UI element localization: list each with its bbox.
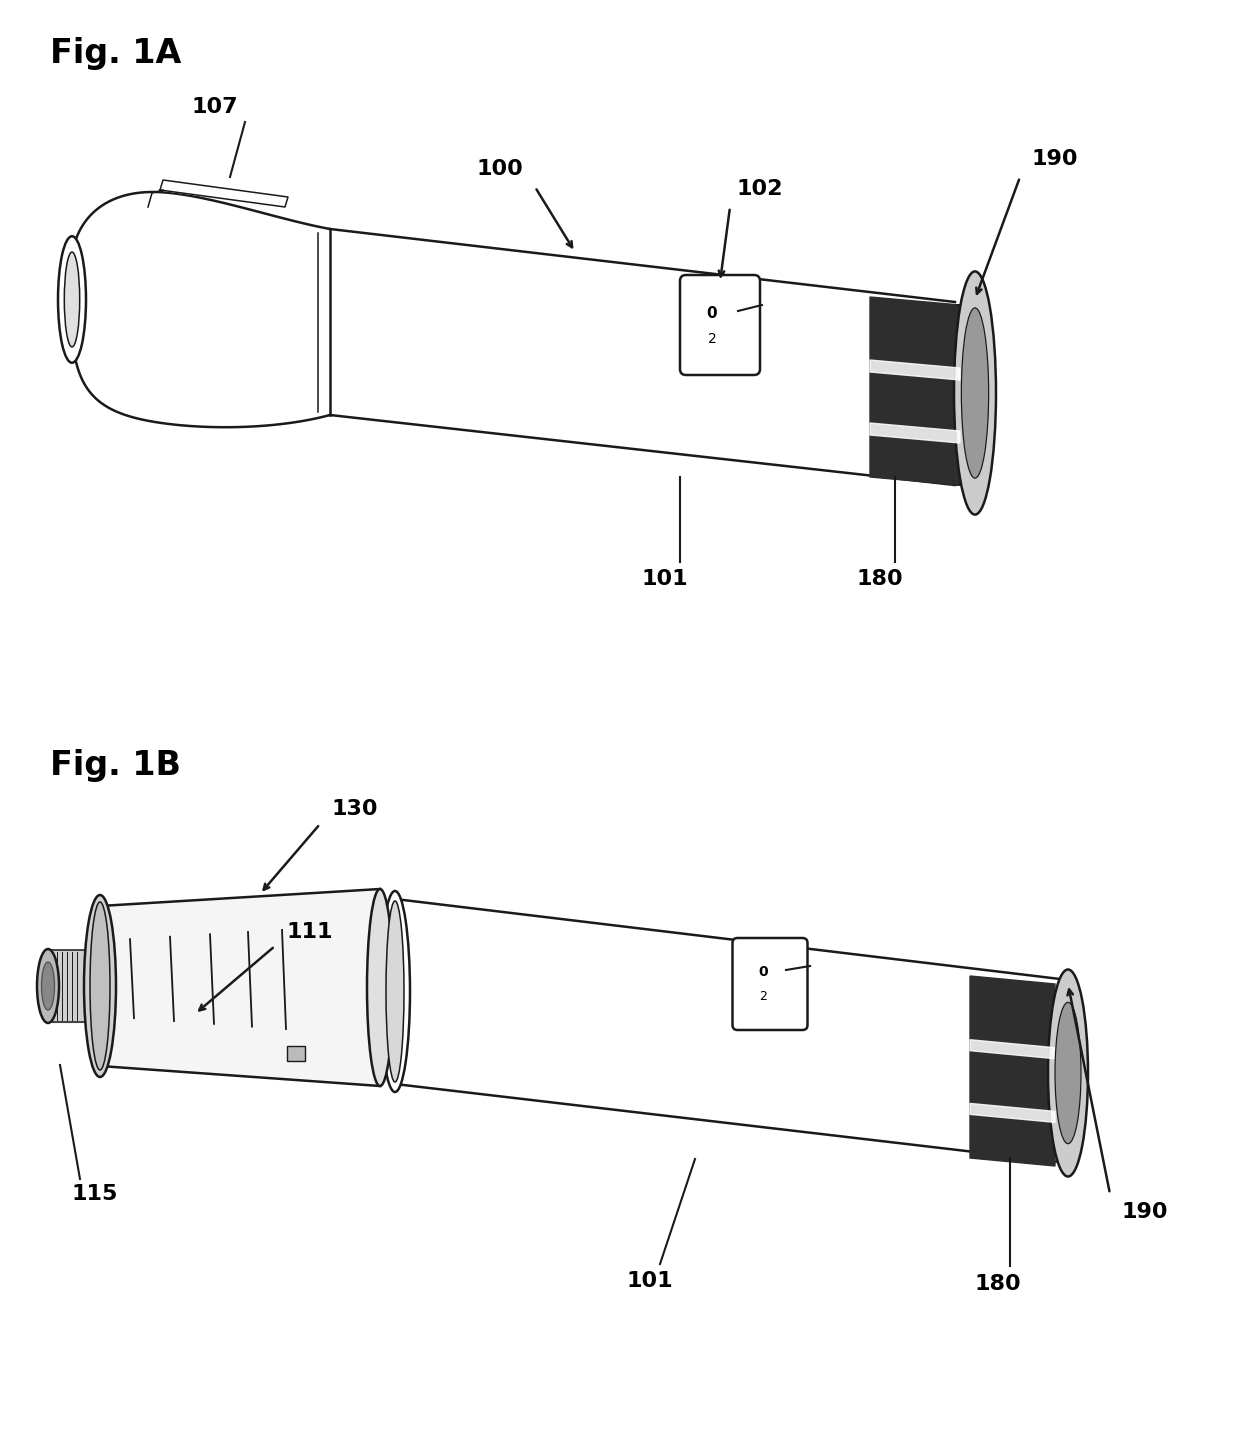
Text: 190: 190: [1032, 149, 1079, 169]
Text: 180: 180: [975, 1273, 1022, 1293]
Polygon shape: [48, 949, 86, 1022]
Polygon shape: [970, 1040, 1055, 1058]
Text: 111: 111: [286, 922, 334, 942]
Polygon shape: [160, 181, 288, 206]
Polygon shape: [870, 423, 960, 443]
Ellipse shape: [954, 271, 996, 515]
Text: 180: 180: [857, 569, 903, 589]
Text: 0: 0: [707, 305, 717, 321]
Polygon shape: [74, 192, 330, 427]
Ellipse shape: [1055, 1002, 1081, 1144]
Text: 101: 101: [626, 1271, 673, 1291]
Text: Fig. 1A: Fig. 1A: [50, 37, 181, 70]
Text: 115: 115: [72, 1184, 118, 1205]
Text: 100: 100: [476, 159, 523, 179]
FancyBboxPatch shape: [680, 275, 760, 376]
Ellipse shape: [64, 252, 79, 347]
Text: 107: 107: [192, 98, 238, 118]
Ellipse shape: [84, 895, 117, 1077]
Text: 101: 101: [641, 569, 688, 589]
Ellipse shape: [961, 308, 988, 478]
Polygon shape: [870, 297, 960, 485]
Polygon shape: [330, 229, 955, 485]
FancyBboxPatch shape: [733, 938, 807, 1030]
Text: Fig. 1B: Fig. 1B: [50, 749, 181, 782]
Ellipse shape: [379, 891, 410, 1093]
Text: 2: 2: [708, 333, 717, 346]
Ellipse shape: [91, 902, 110, 1070]
Polygon shape: [970, 1103, 1055, 1123]
Text: 2: 2: [759, 989, 766, 1002]
Polygon shape: [970, 977, 1055, 1166]
Text: 102: 102: [737, 179, 784, 199]
Ellipse shape: [37, 949, 60, 1022]
Polygon shape: [870, 360, 960, 380]
Ellipse shape: [367, 889, 393, 1086]
Ellipse shape: [386, 901, 404, 1083]
FancyBboxPatch shape: [286, 1045, 305, 1061]
Text: 130: 130: [332, 799, 378, 819]
Ellipse shape: [1048, 969, 1087, 1176]
Polygon shape: [100, 889, 379, 1086]
Text: 190: 190: [1122, 1202, 1168, 1222]
Text: 0: 0: [758, 965, 768, 979]
Polygon shape: [396, 899, 1060, 1162]
Ellipse shape: [41, 962, 55, 1010]
Ellipse shape: [58, 237, 86, 363]
